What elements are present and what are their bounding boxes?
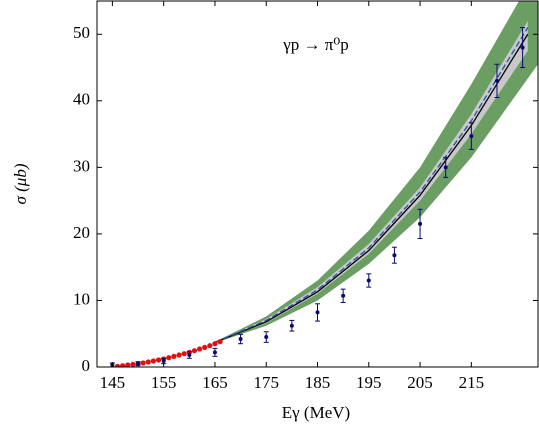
- data-point: [202, 344, 208, 350]
- data-point: [443, 165, 448, 170]
- data-point: [130, 361, 136, 367]
- axes: 145 155 165 175 185 195 205 215 0 10 20 30 40 50: [73, 1, 538, 392]
- data-point: [418, 221, 423, 226]
- data-point: [392, 253, 397, 258]
- y-tick-label: 20: [73, 223, 90, 242]
- data-point: [315, 310, 320, 315]
- data-point: [161, 359, 166, 364]
- x-tick-label: 215: [459, 373, 485, 392]
- chart-title: γp → π⁰p: [282, 35, 348, 54]
- data-point: [166, 355, 172, 361]
- data-point: [125, 362, 131, 367]
- data-point: [366, 278, 371, 283]
- data-point: [520, 45, 525, 50]
- data-point: [171, 353, 177, 359]
- uncertainty-band: [214, 1, 538, 344]
- data-point: [140, 360, 146, 366]
- data-point: [212, 350, 217, 355]
- data-point: [207, 343, 213, 349]
- data-point: [191, 348, 198, 354]
- x-tick-label: 145: [100, 373, 126, 392]
- curve: [214, 27, 529, 343]
- data-point: [212, 341, 218, 347]
- x-tick-label: 205: [407, 373, 433, 392]
- y-tick-label: 50: [73, 23, 90, 42]
- data-point: [145, 359, 151, 365]
- data-point: [494, 78, 499, 83]
- x-tick-label: 195: [356, 373, 382, 392]
- data-point: [341, 293, 346, 298]
- data-point: [150, 358, 157, 364]
- x-tick-label: 155: [151, 373, 177, 392]
- data-point: [217, 339, 223, 345]
- data-point: [238, 337, 243, 342]
- y-tick-label: 30: [73, 156, 90, 175]
- y-tick-label: 0: [82, 356, 91, 375]
- data-point: [181, 351, 187, 357]
- data-point: [469, 134, 474, 139]
- plot-area: [109, 1, 538, 367]
- x-tick-label: 165: [202, 373, 228, 392]
- data-point: [114, 363, 121, 367]
- data-point: [136, 361, 141, 366]
- data-point: [176, 352, 182, 358]
- y-tick-label: 10: [73, 289, 90, 308]
- data-point: [187, 353, 192, 358]
- y-axis-label: σ (μb): [11, 163, 30, 204]
- data-point: [120, 363, 126, 367]
- data-point: [155, 357, 162, 363]
- x-tick-label: 185: [305, 373, 331, 392]
- y-tick-label: 40: [73, 90, 90, 109]
- x-tick-label: 175: [253, 373, 279, 392]
- data-point: [264, 335, 269, 340]
- data-point: [196, 346, 203, 352]
- x-axis-label: Eγ (MeV): [282, 403, 350, 422]
- data-point: [289, 323, 294, 328]
